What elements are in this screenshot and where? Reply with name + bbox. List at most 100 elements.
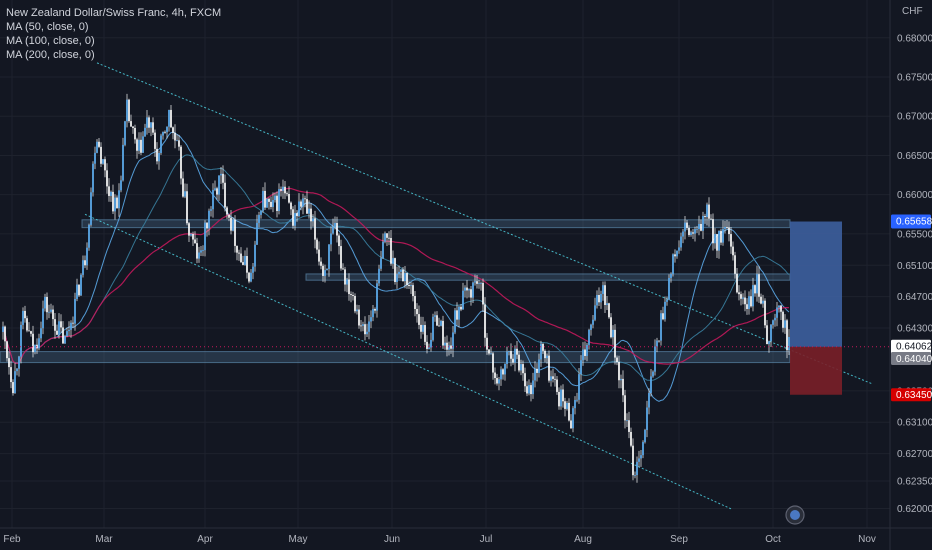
candle-body <box>354 295 356 312</box>
candle-body <box>320 261 322 266</box>
candle-body <box>722 228 724 243</box>
candle-body <box>272 200 274 207</box>
candle-body <box>622 378 624 396</box>
candle-body <box>166 126 168 133</box>
candle-body <box>24 310 26 319</box>
candle-body <box>50 309 52 312</box>
candle-body <box>618 362 620 381</box>
candle-body <box>572 408 574 429</box>
candle-body <box>746 304 748 309</box>
candle-body <box>588 329 590 345</box>
candle-body <box>788 336 790 351</box>
time-axis[interactable]: Feb Mar Apr May Jun Jul Aug Sep Oct Nov <box>0 527 932 545</box>
candle-body <box>356 309 358 312</box>
candle-body <box>156 148 158 162</box>
candle-body <box>346 279 348 285</box>
symbol-title[interactable]: New Zealand Dollar/Swiss Franc, 4h, FXCM <box>6 7 222 19</box>
candle-body <box>200 250 202 253</box>
candle-body <box>232 219 234 231</box>
candle-body <box>280 189 282 191</box>
candle-body <box>196 243 198 259</box>
candle-body <box>504 363 506 375</box>
candle-body <box>98 141 100 147</box>
candle-body <box>212 189 214 210</box>
candle-body <box>662 313 664 320</box>
candle-body <box>402 269 404 282</box>
candle-body <box>570 420 572 429</box>
time-tick-label: May <box>289 534 308 545</box>
candle-body <box>226 207 228 215</box>
candle-body <box>660 313 662 341</box>
candle-body <box>574 400 576 409</box>
candle-body <box>76 284 78 299</box>
candle-body <box>484 304 486 338</box>
ma50-label[interactable]: MA (50, close, 0) <box>6 21 89 33</box>
candle-body <box>202 250 204 251</box>
candle-body <box>388 237 390 239</box>
candle-body <box>440 320 442 326</box>
candle-body <box>64 335 66 344</box>
candle-body <box>266 198 268 208</box>
candle-body <box>240 253 242 263</box>
candle-body <box>552 376 554 379</box>
candle-body <box>654 346 656 372</box>
candle-body <box>754 285 756 294</box>
candle-body <box>8 358 10 368</box>
candle-body <box>470 289 472 298</box>
candle-body <box>766 325 768 345</box>
candle-body <box>274 195 276 201</box>
long-position-tool[interactable] <box>790 221 842 395</box>
candle-body <box>534 368 536 381</box>
candle-body <box>448 345 450 350</box>
candle-body <box>230 217 232 231</box>
candle-body <box>364 324 366 335</box>
candle-body <box>56 330 58 335</box>
candle-body <box>102 159 104 164</box>
ma200-label[interactable]: MA (200, close, 0) <box>6 49 95 61</box>
candle-body <box>338 235 340 247</box>
candle-body <box>218 175 220 195</box>
scroll-to-realtime-button[interactable] <box>785 505 805 525</box>
candle-body <box>52 309 54 320</box>
candle-body <box>58 321 60 335</box>
moving-averages <box>2 131 790 402</box>
price-tick-label: 0.62000 <box>897 504 932 515</box>
ma100-label[interactable]: MA (100, close, 0) <box>6 35 95 47</box>
candle-body <box>462 290 464 310</box>
candle-body <box>710 218 712 220</box>
candle-body <box>416 308 418 315</box>
candle-body <box>778 305 780 308</box>
candle-body <box>22 310 24 325</box>
price-tick-label: 0.68000 <box>897 33 932 44</box>
candle-body <box>314 218 316 240</box>
candle-body <box>164 131 166 133</box>
candle-body <box>456 310 458 320</box>
candle-body <box>278 189 280 212</box>
candle-body <box>380 258 382 269</box>
candle-body <box>124 121 126 145</box>
candle-body <box>560 389 562 407</box>
candle-body <box>28 330 30 332</box>
candle-body <box>26 318 28 331</box>
candle-body <box>326 268 328 271</box>
price-tick-label: 0.67500 <box>897 72 932 83</box>
candle-body <box>32 333 34 353</box>
candle-body <box>656 340 658 347</box>
candle-body <box>566 402 568 409</box>
candle-body <box>34 344 36 353</box>
descending-channel[interactable] <box>84 62 873 510</box>
candle-body <box>628 420 630 432</box>
candle-body <box>632 445 634 476</box>
price-axis[interactable]: 0.68000 0.67500 0.67000 0.66500 0.66000 0.655… <box>889 0 932 550</box>
candle-body <box>530 385 532 395</box>
candle-body <box>750 296 752 307</box>
candle-body <box>744 297 746 305</box>
candle-body <box>86 247 88 266</box>
candle-body <box>678 247 680 251</box>
candle-body <box>546 355 548 359</box>
candle-body <box>542 343 544 351</box>
candle-body <box>442 320 444 346</box>
price-tick-label: 0.63100 <box>897 418 932 429</box>
candle-body <box>708 204 710 219</box>
